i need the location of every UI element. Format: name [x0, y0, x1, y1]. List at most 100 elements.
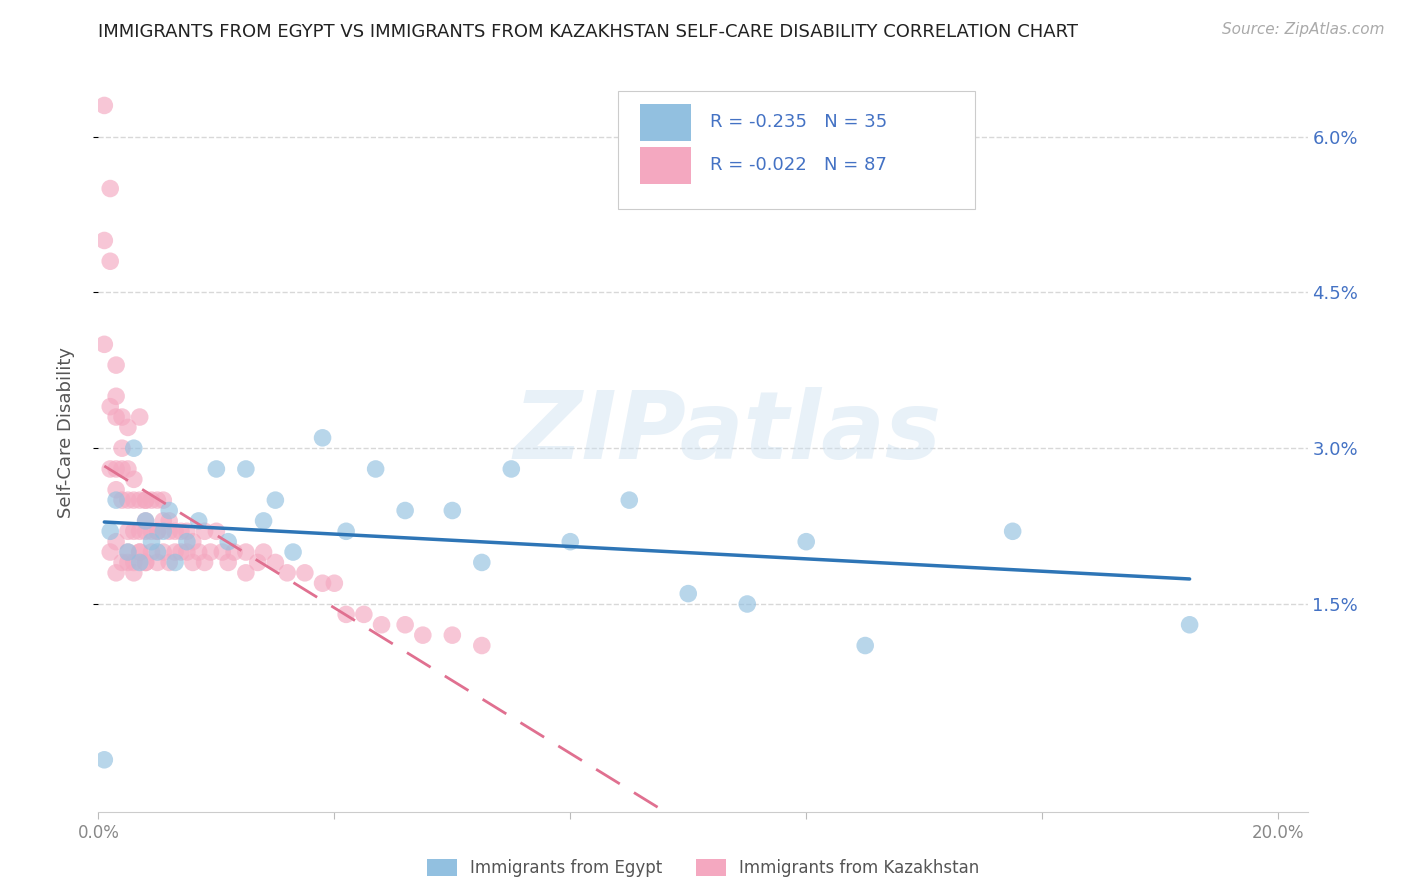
Point — [152, 524, 174, 539]
Point — [135, 514, 157, 528]
Point — [165, 545, 187, 559]
Point — [235, 545, 257, 559]
Point — [181, 534, 204, 549]
Point — [335, 607, 357, 622]
Point — [205, 524, 228, 539]
Point — [135, 514, 157, 528]
Point — [111, 493, 134, 508]
Point — [276, 566, 298, 580]
Point — [146, 545, 169, 559]
Point — [105, 534, 128, 549]
Point — [246, 556, 269, 570]
Point — [117, 545, 139, 559]
Point — [311, 431, 333, 445]
Point — [501, 462, 523, 476]
Point — [735, 597, 758, 611]
Point — [170, 524, 193, 539]
Point — [146, 556, 169, 570]
Point — [98, 254, 121, 268]
Point — [217, 556, 239, 570]
Point — [117, 420, 139, 434]
Point — [128, 556, 150, 570]
Point — [105, 493, 128, 508]
Point — [128, 493, 150, 508]
Point — [122, 524, 145, 539]
Point — [152, 545, 174, 559]
Point — [794, 534, 817, 549]
Point — [165, 524, 187, 539]
Point — [205, 462, 228, 476]
Point — [194, 556, 217, 570]
Point — [264, 493, 287, 508]
Point — [281, 545, 304, 559]
Point — [135, 524, 157, 539]
Point — [157, 524, 180, 539]
Point — [105, 566, 128, 580]
Point — [157, 514, 180, 528]
Point — [135, 493, 157, 508]
Point — [152, 514, 174, 528]
Point — [128, 545, 150, 559]
Point — [235, 462, 257, 476]
Point — [135, 493, 157, 508]
Point — [311, 576, 333, 591]
Point — [117, 556, 139, 570]
Point — [619, 493, 641, 508]
Point — [152, 493, 174, 508]
Point — [117, 493, 139, 508]
Point — [441, 503, 464, 517]
Point — [853, 639, 876, 653]
Point — [335, 524, 357, 539]
Point — [560, 534, 582, 549]
Point — [117, 524, 139, 539]
Point — [181, 556, 204, 570]
Point — [122, 441, 145, 455]
Point — [157, 503, 180, 517]
Point — [176, 534, 198, 549]
FancyBboxPatch shape — [640, 147, 690, 184]
Point — [141, 493, 163, 508]
Point — [111, 441, 134, 455]
Point — [111, 410, 134, 425]
Point — [370, 617, 392, 632]
Point — [471, 639, 494, 653]
Text: R = -0.235   N = 35: R = -0.235 N = 35 — [710, 113, 887, 131]
Point — [200, 545, 222, 559]
Point — [141, 534, 163, 549]
Point — [1001, 524, 1024, 539]
Point — [194, 524, 217, 539]
Point — [187, 545, 209, 559]
Point — [117, 462, 139, 476]
Point — [128, 410, 150, 425]
Point — [93, 234, 115, 248]
Point — [98, 524, 121, 539]
Point — [394, 617, 416, 632]
Point — [135, 556, 157, 570]
Point — [93, 753, 115, 767]
Text: Source: ZipAtlas.com: Source: ZipAtlas.com — [1222, 22, 1385, 37]
Point — [135, 556, 157, 570]
Point — [122, 556, 145, 570]
Point — [98, 545, 121, 559]
Point — [128, 545, 150, 559]
Point — [105, 389, 128, 403]
Point — [394, 503, 416, 517]
Point — [157, 556, 180, 570]
Point — [187, 514, 209, 528]
Point — [111, 462, 134, 476]
Point — [412, 628, 434, 642]
Point — [93, 98, 115, 112]
Point — [252, 514, 274, 528]
Point — [222, 545, 245, 559]
Text: IMMIGRANTS FROM EGYPT VS IMMIGRANTS FROM KAZAKHSTAN SELF-CARE DISABILITY CORRELA: IMMIGRANTS FROM EGYPT VS IMMIGRANTS FROM… — [98, 23, 1078, 41]
FancyBboxPatch shape — [640, 103, 690, 141]
FancyBboxPatch shape — [619, 92, 976, 209]
Point — [141, 545, 163, 559]
Point — [122, 472, 145, 486]
Point — [170, 545, 193, 559]
Point — [146, 493, 169, 508]
Point — [176, 545, 198, 559]
Point — [146, 524, 169, 539]
Text: R = -0.022   N = 87: R = -0.022 N = 87 — [710, 156, 887, 174]
Point — [176, 524, 198, 539]
